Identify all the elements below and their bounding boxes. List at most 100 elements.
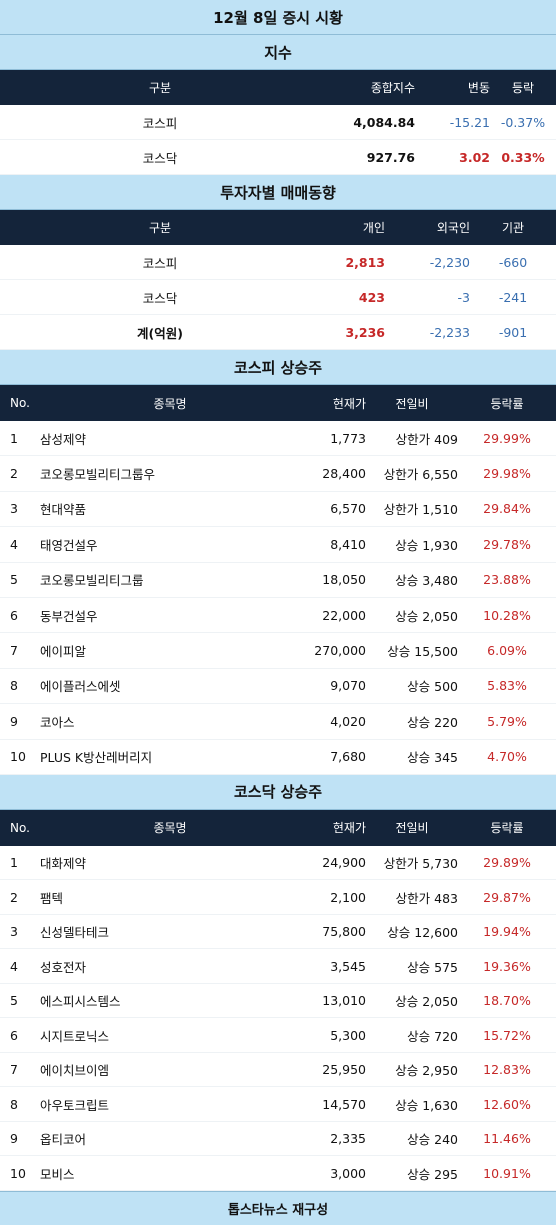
kosdaq-gainers-heading: 코스닥 상승주 bbox=[0, 774, 556, 810]
stock-change-rate: 19.36% bbox=[483, 958, 531, 974]
stock-price: 1,773 bbox=[330, 430, 366, 446]
stock-diff: 상승 1,930 bbox=[395, 537, 458, 553]
investor-name: 계(억원) bbox=[137, 325, 183, 341]
stock-price: 9,070 bbox=[330, 678, 366, 694]
stock-diff: 상승 1,630 bbox=[395, 1097, 458, 1113]
stock-rank: 5 bbox=[10, 993, 18, 1009]
stock-change-rate: 29.99% bbox=[483, 430, 531, 446]
stock-price: 25,950 bbox=[322, 1062, 366, 1078]
stock-diff: 상승 2,050 bbox=[395, 608, 458, 624]
stock-name: 코오롱모빌리티그룹우 bbox=[40, 467, 156, 483]
index-pct: 0.33% bbox=[501, 149, 545, 165]
stock-price: 6,570 bbox=[330, 501, 366, 517]
investor-institution: -241 bbox=[498, 289, 528, 305]
stock-name: 팸텍 bbox=[40, 890, 64, 906]
stock-change-rate: 4.70% bbox=[487, 749, 527, 765]
stock-rank: 7 bbox=[10, 643, 18, 659]
index-row-kosdaq: 코스닥 927.76 3.02 0.33% bbox=[0, 140, 556, 175]
stock-rank: 8 bbox=[10, 678, 18, 694]
stock-name: 코아스 bbox=[40, 714, 75, 730]
stock-price: 75,800 bbox=[322, 924, 366, 940]
stock-row: 3 신성델타테크 75,800 상승 12,600 19.94% bbox=[0, 915, 556, 950]
investor-name: 코스피 bbox=[142, 255, 178, 271]
stock-change-rate: 5.79% bbox=[487, 713, 527, 729]
stock-rank: 3 bbox=[10, 924, 18, 940]
stock-row: 5 에스피시스템스 13,010 상승 2,050 18.70% bbox=[0, 984, 556, 1019]
stock-price: 14,570 bbox=[322, 1096, 366, 1112]
stock-change-rate: 23.88% bbox=[483, 572, 531, 588]
stock-price: 5,300 bbox=[330, 1027, 366, 1043]
stock-row: 3 현대약품 6,570 상한가 1,510 29.84% bbox=[0, 492, 556, 528]
index-name: 코스피 bbox=[142, 115, 178, 131]
index-header-category: 구분 bbox=[148, 81, 172, 95]
stock-rank: 3 bbox=[10, 501, 18, 517]
stock-name: 신성델타테크 bbox=[40, 925, 110, 941]
stock-row: 7 에이피알 270,000 상승 15,500 6.09% bbox=[0, 633, 556, 669]
index-header-change: 변동 bbox=[467, 81, 490, 95]
index-row-kospi: 코스피 4,084.84 -15.21 -0.37% bbox=[0, 105, 556, 140]
stock-name: 코오롱모빌리티그룹 bbox=[40, 573, 144, 589]
stock-name: 에이피알 bbox=[40, 644, 87, 660]
stock-rank: 1 bbox=[10, 855, 18, 871]
kospi-gainers-heading: 코스피 상승주 bbox=[0, 350, 556, 385]
stock-row: 7 에이치브이엠 25,950 상승 2,950 12.83% bbox=[0, 1053, 556, 1088]
stock-change-rate: 12.60% bbox=[483, 1096, 531, 1112]
stock-change-rate: 5.83% bbox=[487, 678, 527, 694]
stock-row: 6 동부건설우 22,000 상승 2,050 10.28% bbox=[0, 598, 556, 634]
index-change: -15.21 bbox=[449, 114, 490, 130]
index-value: 4,084.84 bbox=[353, 114, 415, 130]
stock-rank: 5 bbox=[10, 572, 18, 588]
stock-name: 시지트로닉스 bbox=[40, 1028, 110, 1044]
header-name: 종목명 bbox=[153, 396, 187, 411]
stock-diff: 상한가 409 bbox=[395, 431, 458, 447]
index-table-header: 구분 종합지수 변동 등락 bbox=[0, 70, 556, 105]
stock-rank: 4 bbox=[10, 958, 18, 974]
stock-row: 9 옵티코어 2,335 상승 240 11.46% bbox=[0, 1122, 556, 1157]
stock-price: 24,900 bbox=[322, 855, 366, 871]
stock-price: 7,680 bbox=[330, 749, 366, 765]
header-pct: 등락률 bbox=[490, 821, 524, 836]
investor-individual: 2,813 bbox=[345, 254, 385, 270]
investor-row: 코스피 2,813 -2,230 -660 bbox=[0, 245, 556, 280]
kospi-gainers-list: 1 삼성제약 1,773 상한가 409 29.99% 2 코오롱모빌리티그룹우 28,400… bbox=[0, 421, 556, 775]
stock-price: 2,335 bbox=[330, 1131, 366, 1147]
index-section-heading: 지수 bbox=[0, 35, 556, 70]
header-price: 현재가 bbox=[332, 396, 366, 411]
stock-diff: 상한가 483 bbox=[395, 890, 458, 906]
header-name: 종목명 bbox=[153, 821, 187, 836]
stock-row: 10 모비스 3,000 상승 295 10.91% bbox=[0, 1156, 556, 1191]
investor-name: 코스닥 bbox=[142, 290, 178, 306]
stock-row: 8 아우토크립트 14,570 상승 1,630 12.60% bbox=[0, 1087, 556, 1122]
stock-diff: 상승 15,500 bbox=[387, 644, 458, 660]
stock-rank: 10 bbox=[10, 1165, 26, 1181]
stock-change-rate: 29.98% bbox=[483, 466, 531, 482]
kosdaq-gainers-header: No. 종목명 현재가 전일비 등락률 bbox=[0, 809, 556, 846]
stock-row: 9 코아스 4,020 상승 220 5.79% bbox=[0, 704, 556, 740]
index-name: 코스닥 bbox=[142, 150, 178, 166]
stock-change-rate: 29.84% bbox=[483, 501, 531, 517]
stock-diff: 상승 12,600 bbox=[387, 925, 458, 941]
stock-name: 에스피시스템스 bbox=[40, 994, 121, 1010]
index-change: 3.02 bbox=[459, 149, 490, 165]
stock-price: 18,050 bbox=[322, 572, 366, 588]
stock-rank: 1 bbox=[10, 430, 18, 446]
stock-change-rate: 29.87% bbox=[483, 889, 531, 905]
investor-section-heading: 투자자별 매매동향 bbox=[0, 175, 556, 210]
investor-header-foreign: 외국인 bbox=[436, 221, 470, 235]
index-header-pct: 등락 bbox=[511, 81, 535, 95]
stock-price: 22,000 bbox=[322, 607, 366, 623]
stock-name: 에이치브이엠 bbox=[40, 1063, 110, 1079]
stock-rank: 9 bbox=[10, 1131, 18, 1147]
header-price: 현재가 bbox=[332, 821, 366, 836]
index-pct: -0.37% bbox=[500, 114, 546, 130]
stock-price: 28,400 bbox=[322, 466, 366, 482]
investor-header-individual: 개인 bbox=[362, 221, 385, 235]
stock-change-rate: 10.91% bbox=[483, 1165, 531, 1181]
header-pct: 등락률 bbox=[490, 396, 524, 411]
stock-price: 270,000 bbox=[314, 643, 366, 659]
stock-name: 현대약품 bbox=[40, 502, 87, 518]
stock-name: 성호전자 bbox=[40, 959, 87, 975]
investor-row-total: 계(억원) 3,236 -2,233 -901 bbox=[0, 315, 556, 350]
stock-row: 6 시지트로닉스 5,300 상승 720 15.72% bbox=[0, 1018, 556, 1053]
